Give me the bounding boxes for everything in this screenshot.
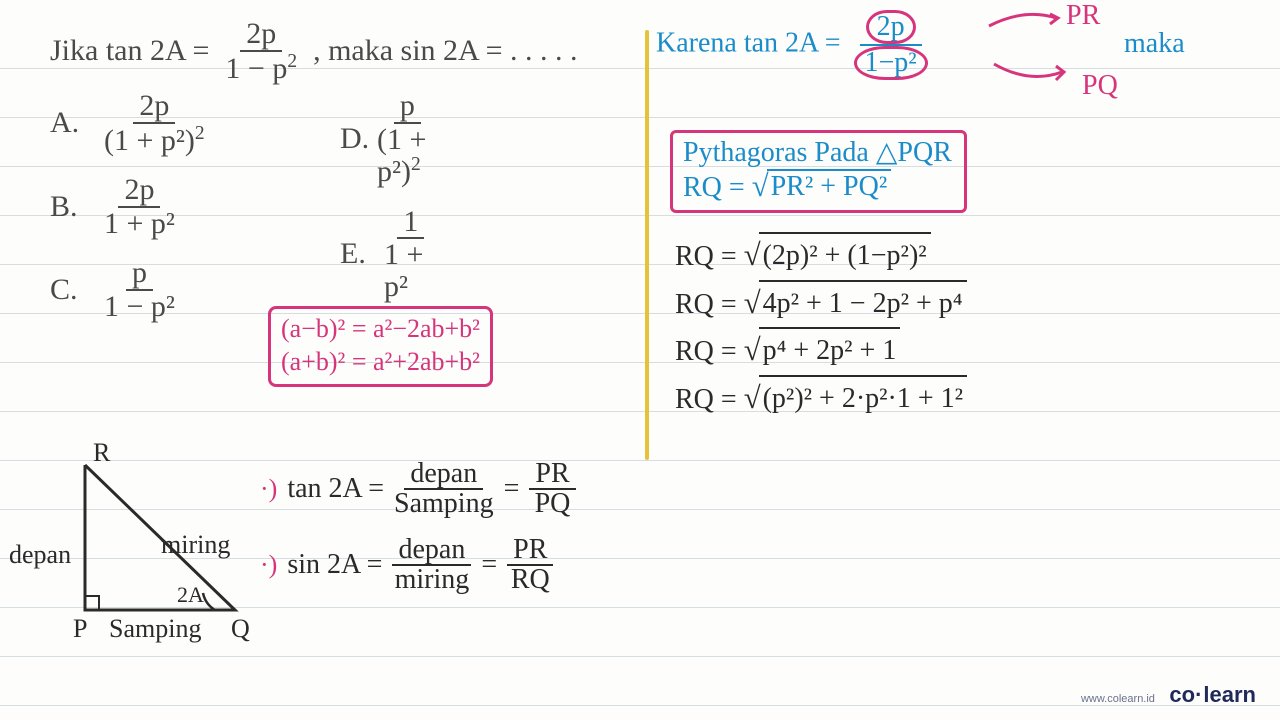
choice-E-frac: 1 1 + p² bbox=[378, 206, 444, 303]
tan-annotation: Karena tan 2A = 2p 1−p² PR maka PQ bbox=[656, 10, 934, 80]
bullet-icon: ·) bbox=[260, 474, 277, 504]
q-frac-den: 1 − p2 bbox=[219, 52, 303, 85]
vertical-divider bbox=[645, 30, 649, 460]
side-depan: depan bbox=[9, 540, 71, 570]
formula-line1: (a−b)² = a²−2ab+b² bbox=[281, 313, 480, 346]
label-PQ: PQ bbox=[1082, 70, 1118, 102]
formula-line2: (a+b)² = a²+2ab+b² bbox=[281, 346, 480, 379]
triangle-diagram: R P Q depan miring Samping 2A bbox=[45, 440, 255, 655]
vertex-R: R bbox=[93, 438, 110, 468]
choice-label-E: E. bbox=[340, 237, 378, 271]
anno-fraction: 2p 1−p² bbox=[854, 10, 928, 80]
calc-row-0: RQ = (2p)² + (1−p²)² bbox=[675, 232, 967, 280]
ratio-tan-letters: PR PQ bbox=[529, 460, 575, 518]
ratio-sin: ·) sin 2A = depan miring = PR RQ bbox=[260, 536, 576, 594]
calc-row-2: RQ = p⁴ + 2p² + 1 bbox=[675, 327, 967, 375]
q-pre: Jika tan 2A = bbox=[50, 34, 209, 68]
choice-label-B: B. bbox=[50, 190, 98, 224]
label-maka: maka bbox=[1124, 28, 1185, 60]
pyth-sqrt: PR² + PQ² bbox=[752, 169, 892, 204]
choice-label-A: A. bbox=[50, 106, 98, 140]
ratio-sin-words: depan miring bbox=[392, 536, 471, 594]
choice-D-frac: p (1 + p²)2 bbox=[371, 90, 444, 188]
vertex-Q: Q bbox=[231, 614, 250, 644]
q-fraction: 2p 1 − p2 bbox=[219, 18, 303, 84]
choice-A-frac: 2p (1 + p²)2 bbox=[98, 90, 211, 156]
choice-B-frac: 2p 1 + p² bbox=[98, 174, 181, 239]
label-PR: PR bbox=[1066, 0, 1100, 32]
choice-E: E. 1 1 + p² bbox=[340, 206, 444, 303]
ratio-sin-letters: PR RQ bbox=[507, 536, 553, 594]
trig-ratios: ·) tan 2A = depan Samping = PR PQ ·) sin… bbox=[260, 460, 576, 612]
vertex-P: P bbox=[73, 614, 87, 644]
watermark-brand: co·learn bbox=[1169, 682, 1256, 707]
pyth-title: Pythagoras Pada △PQR bbox=[683, 135, 952, 169]
ratio-tan-words: depan Samping bbox=[394, 460, 494, 518]
pyth-eq: RQ = PR² + PQ² bbox=[683, 169, 952, 204]
q-post: , maka sin 2A = . . . . . bbox=[313, 34, 577, 68]
watermark-url: www.colearn.id bbox=[1081, 693, 1155, 705]
choice-D: D. p (1 + p²)2 bbox=[340, 90, 444, 188]
angle-2A: 2A bbox=[177, 582, 204, 608]
binomial-formula-box: (a−b)² = a²−2ab+b² (a+b)² = a²+2ab+b² bbox=[268, 306, 493, 387]
choices-col2: D. p (1 + p²)2 E. 1 1 + p² bbox=[340, 90, 444, 320]
calc-row-3: RQ = (p²)² + 2·p²·1 + 1² bbox=[675, 375, 967, 423]
ratio-tan: ·) tan 2A = depan Samping = PR PQ bbox=[260, 460, 576, 518]
bullet-icon: ·) bbox=[260, 550, 277, 580]
choice-label-C: C. bbox=[50, 273, 98, 307]
anno-den: 1−p² bbox=[854, 46, 928, 80]
pythagoras-box: Pythagoras Pada △PQR RQ = PR² + PQ² bbox=[670, 130, 967, 213]
choice-A: A. 2p (1 + p²)2 bbox=[50, 90, 211, 156]
side-miring: miring bbox=[161, 530, 230, 560]
choice-C: C. p 1 − p² bbox=[50, 257, 211, 322]
arrow-lines-icon bbox=[984, 4, 1074, 82]
choice-label-D: D. bbox=[340, 122, 371, 156]
watermark: www.colearn.id co·learn bbox=[1081, 682, 1256, 708]
answer-choices: A. 2p (1 + p²)2 B. 2p 1 + p² C. p 1 − p²… bbox=[50, 90, 211, 340]
side-samping: Samping bbox=[109, 614, 201, 644]
choice-B: B. 2p 1 + p² bbox=[50, 174, 211, 239]
anno-karena: Karena tan 2A = bbox=[656, 27, 841, 58]
q-frac-num: 2p bbox=[240, 18, 282, 52]
question-text: Jika tan 2A = 2p 1 − p2 , maka sin 2A = … bbox=[50, 18, 577, 84]
choice-C-frac: p 1 − p² bbox=[98, 257, 181, 322]
anno-num: 2p bbox=[860, 10, 922, 46]
calc-row-1: RQ = 4p² + 1 − 2p² + p⁴ bbox=[675, 280, 967, 328]
calc-steps: RQ = (2p)² + (1−p²)² RQ = 4p² + 1 − 2p² … bbox=[675, 232, 967, 423]
